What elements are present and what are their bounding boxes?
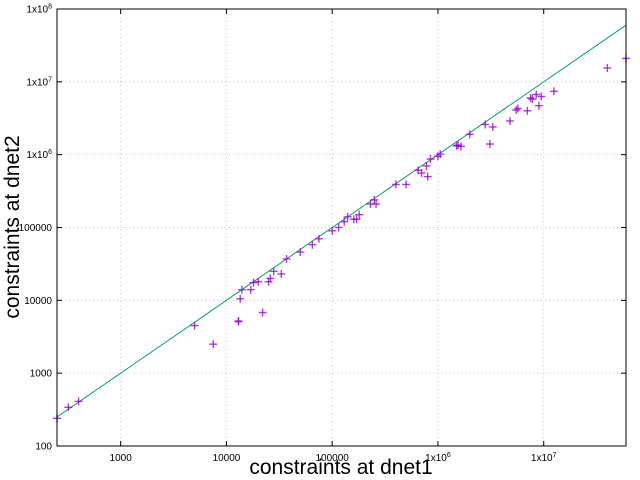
data-point	[417, 169, 426, 178]
data-point	[513, 104, 522, 113]
data-point	[328, 226, 337, 235]
data-point	[296, 248, 305, 257]
data-point	[236, 294, 245, 303]
data-point	[481, 120, 490, 129]
data-point	[488, 122, 497, 131]
y-tick-label: 10000	[24, 296, 52, 307]
y-tick-label: 100000	[19, 223, 53, 234]
x-tick-label-exponent: 6	[447, 452, 451, 459]
x-tick-label: 1x106	[425, 452, 451, 464]
data-point	[269, 267, 278, 276]
y-tick-label-exponent: 7	[48, 76, 52, 83]
x-tick-label-base: 1000	[110, 453, 133, 464]
data-point	[355, 210, 364, 219]
data-point	[537, 92, 546, 101]
x-axis-title: constraints at dnet1	[249, 456, 432, 479]
y-tick-label: 1x107	[26, 76, 52, 88]
data-point	[523, 106, 532, 115]
data-point	[64, 403, 73, 412]
data-point	[549, 87, 558, 96]
y-tick-label-base: 10000	[24, 296, 52, 307]
data-point	[456, 142, 465, 151]
data-point	[370, 195, 379, 204]
y-tick-label-base: 1000	[30, 369, 53, 380]
data-point	[234, 317, 243, 326]
data-point	[277, 269, 286, 278]
x-tick-label-exponent: 7	[553, 452, 557, 459]
x-tick-label-base: 1x10	[425, 453, 447, 464]
data-point	[505, 116, 514, 125]
data-point	[334, 223, 343, 232]
y-tick-label-base: 1x10	[26, 77, 48, 88]
data-point	[436, 150, 445, 159]
data-point	[512, 106, 521, 115]
y-tick-label: 1x108	[26, 4, 52, 16]
data-point	[258, 308, 267, 317]
data-point	[282, 254, 291, 263]
data-point	[465, 130, 474, 139]
x-tick-label-base: 100000	[316, 453, 350, 464]
axis-ticks: 1000 10000 100000 1x106 1x107100100010000100…	[19, 4, 626, 464]
x-tick-label-base: 1x10	[531, 453, 553, 464]
data-point	[314, 234, 323, 243]
data-point	[340, 217, 349, 226]
data-point	[423, 172, 432, 181]
data-point	[532, 90, 541, 99]
x-tick-label: 100000	[316, 453, 350, 464]
data-point	[603, 63, 612, 72]
data-point	[422, 161, 431, 170]
data-point	[526, 93, 535, 102]
y-tick-label: 1000	[30, 369, 53, 380]
y-tick-label: 100	[35, 442, 52, 453]
data-point	[372, 200, 381, 209]
y-tick-label: 1x106	[26, 149, 52, 161]
data-point	[352, 215, 361, 224]
data-point	[534, 101, 543, 110]
x-tick-label: 1x107	[531, 452, 557, 464]
y-tick-label-exponent: 8	[48, 4, 52, 11]
data-point	[528, 95, 537, 104]
data-point	[74, 397, 83, 406]
data-point	[209, 340, 218, 349]
data-point	[308, 240, 317, 249]
x-tick-label: 1000	[110, 453, 133, 464]
data-point	[391, 180, 400, 189]
y-tick-label-exponent: 6	[48, 149, 52, 156]
data-point	[237, 285, 246, 294]
y-tick-label-base: 100	[35, 442, 52, 453]
data-point	[266, 274, 275, 283]
data-point	[426, 155, 435, 164]
y-tick-label-base: 1x10	[26, 150, 48, 161]
data-point	[402, 180, 411, 189]
data-point	[190, 321, 199, 330]
x-tick-label: 10000	[213, 453, 241, 464]
y-axis-title: constraints at dnet2	[1, 135, 24, 318]
y-tick-label-base: 100000	[19, 223, 53, 234]
data-point	[254, 277, 263, 286]
data-point	[343, 212, 352, 221]
x-tick-label-base: 10000	[213, 453, 241, 464]
y-tick-label-base: 1x10	[26, 5, 48, 16]
data-point	[485, 140, 494, 149]
data-point	[246, 285, 255, 294]
data-point	[249, 278, 258, 287]
